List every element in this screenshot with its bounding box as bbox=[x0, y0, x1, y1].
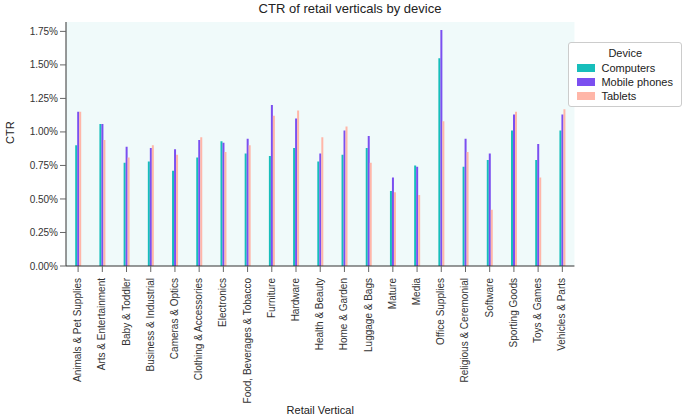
svg-text:Media: Media bbox=[411, 278, 422, 306]
svg-text:Baby & Toddler: Baby & Toddler bbox=[121, 277, 132, 345]
svg-text:Luggage & Bags: Luggage & Bags bbox=[363, 278, 374, 352]
svg-text:Religious & Ceremonial: Religious & Ceremonial bbox=[459, 278, 470, 383]
svg-text:Furniture: Furniture bbox=[266, 278, 277, 318]
svg-text:Animals & Pet Supplies: Animals & Pet Supplies bbox=[72, 278, 83, 382]
html-text:Mobile phones: Mobile phones bbox=[601, 76, 673, 88]
html-text:Computers: Computers bbox=[601, 62, 656, 74]
svg-text:Software: Software bbox=[484, 278, 495, 318]
svg-text:0.25%: 0.25% bbox=[30, 227, 58, 238]
svg-text:Business & Industrial: Business & Industrial bbox=[145, 278, 156, 371]
svg-text:1.25%: 1.25% bbox=[30, 93, 58, 104]
svg-text:0.50%: 0.50% bbox=[30, 194, 58, 205]
svg-text:Home & Garden: Home & Garden bbox=[338, 278, 349, 350]
svg-text:1.00%: 1.00% bbox=[30, 126, 58, 137]
svg-text:Mature: Mature bbox=[387, 278, 398, 310]
svg-text:Sporting Goods: Sporting Goods bbox=[508, 278, 519, 348]
html-text:CTR of retail verticals by dev: CTR of retail verticals by device bbox=[258, 1, 442, 16]
svg-text:Electronics: Electronics bbox=[217, 278, 228, 327]
svg-text:1.75%: 1.75% bbox=[30, 26, 58, 37]
html-text:Tablets: Tablets bbox=[601, 90, 637, 102]
svg-text:Health & Beauty: Health & Beauty bbox=[314, 278, 325, 350]
html-text:Device: Device bbox=[608, 47, 642, 59]
svg-text:Food, Beverages & Tobacco: Food, Beverages & Tobacco bbox=[242, 278, 253, 404]
svg-text:CTR: CTR bbox=[8, 121, 16, 144]
svg-text:1.50%: 1.50% bbox=[30, 59, 58, 70]
svg-text:Office Supplies: Office Supplies bbox=[435, 278, 446, 345]
svg-text:Arts & Entertainment: Arts & Entertainment bbox=[96, 278, 107, 370]
svg-text:0.00%: 0.00% bbox=[30, 261, 58, 272]
svg-text:Toys & Games: Toys & Games bbox=[532, 278, 543, 343]
svg-text:Retail Vertical: Retail Vertical bbox=[287, 404, 354, 416]
svg-text:Vehicles & Parts: Vehicles & Parts bbox=[556, 278, 567, 351]
svg-text:Cameras & Optics: Cameras & Optics bbox=[169, 278, 180, 359]
svg-text:Clothing & Accessories: Clothing & Accessories bbox=[193, 278, 204, 380]
svg-text:0.75%: 0.75% bbox=[30, 160, 58, 171]
svg-text:Hardware: Hardware bbox=[290, 278, 301, 322]
